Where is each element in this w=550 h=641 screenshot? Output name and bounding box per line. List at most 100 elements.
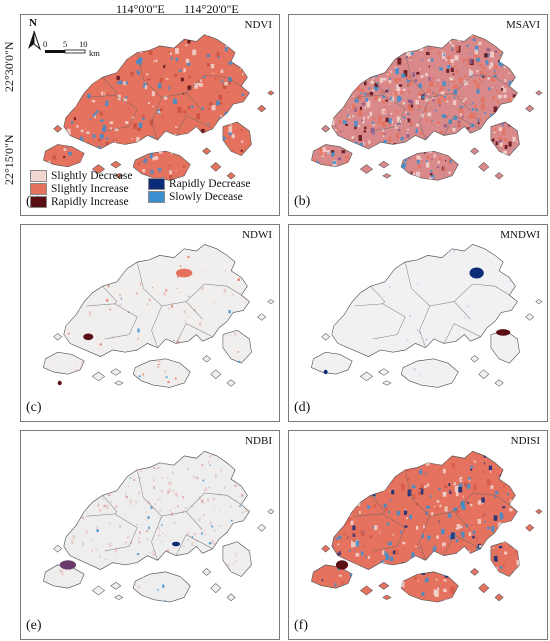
district-boundary <box>454 74 510 94</box>
island-polygon <box>378 160 390 169</box>
change-hotspot <box>496 329 511 336</box>
mndwi-map <box>311 244 543 388</box>
legend-item-slightly-decrease: Slightly Decrease <box>30 170 132 182</box>
island-polygon <box>210 583 222 594</box>
island-polygon <box>110 160 122 169</box>
map-panel-ndwi: NDWI (c) <box>20 224 280 422</box>
hong-kong-land-area <box>311 450 543 603</box>
district-boundary <box>151 305 162 348</box>
hong-kong-land-area <box>43 244 275 388</box>
island-polygon <box>382 380 392 386</box>
change-hotspot <box>323 369 328 375</box>
district-boundary <box>86 94 138 132</box>
island-polygon <box>202 355 212 363</box>
land-polygon <box>400 358 459 388</box>
island-polygon <box>267 299 275 305</box>
msavi-map <box>311 34 543 181</box>
land-polygon <box>331 244 518 357</box>
district-boundary <box>151 97 162 141</box>
legend-item-slowly-decease: Slowly Decease <box>148 191 243 203</box>
land-polygon <box>132 571 191 603</box>
land-polygon <box>132 150 191 181</box>
district-boundary <box>370 77 386 96</box>
district-boundary <box>370 286 386 304</box>
land-polygon <box>43 351 85 375</box>
island-polygon <box>494 379 504 387</box>
district-boundary <box>354 303 406 340</box>
district-boundary <box>186 492 242 512</box>
island-polygon <box>91 164 106 174</box>
island-polygon <box>226 172 236 180</box>
island-polygon <box>53 333 63 341</box>
island-polygon <box>226 379 236 387</box>
district-boundary <box>175 323 213 344</box>
island-polygon <box>91 371 106 382</box>
panel-label-b: (b) <box>294 194 311 209</box>
district-boundary <box>102 495 118 515</box>
hong-kong-land-area <box>311 34 543 181</box>
island-polygon <box>53 125 63 133</box>
island-polygon <box>321 333 331 341</box>
island-polygon <box>378 368 390 376</box>
land-polygon <box>311 351 353 375</box>
land-polygon <box>132 358 191 388</box>
island-polygon <box>114 380 124 386</box>
change-hotspot <box>83 333 94 341</box>
island-polygon <box>382 594 392 601</box>
island-polygon <box>321 125 331 133</box>
panel-label-d: (d) <box>294 400 311 415</box>
scale-tick-0: 0 <box>43 39 48 49</box>
island-polygon <box>359 585 374 596</box>
panel-title-ndvi: NDVI <box>244 19 273 31</box>
district-boundary <box>443 114 481 136</box>
land-polygon <box>311 564 353 589</box>
island-polygon <box>202 147 212 155</box>
legend-item-rapidly-decrease: Rapidly Decrease <box>148 178 250 190</box>
district-boundary <box>175 114 213 136</box>
district-boundary <box>102 286 118 304</box>
island-polygon <box>359 164 374 174</box>
latitude-label-22-15: 22°15'0"N <box>2 134 16 185</box>
land-polygon <box>222 541 252 577</box>
island-polygon <box>210 369 222 379</box>
legend-swatch <box>30 196 47 208</box>
island-polygon <box>494 172 504 180</box>
island-polygon <box>478 583 490 594</box>
legend-swatch <box>148 191 165 203</box>
island-polygon <box>257 313 267 321</box>
scale-tick-10: 10 <box>79 39 88 49</box>
island-polygon <box>210 162 222 172</box>
change-hotspot <box>59 560 77 570</box>
change-hotspot <box>57 380 62 386</box>
legend-label: Rapidly Decrease <box>169 178 251 190</box>
scale-unit: km <box>89 48 100 58</box>
district-boundary <box>370 495 386 515</box>
legend-label: Slowly Decease <box>169 191 243 203</box>
island-polygon <box>321 544 331 553</box>
legend-swatch <box>30 170 47 182</box>
north-arrow: N <box>25 17 43 53</box>
ndbi-map <box>43 450 275 603</box>
island-polygon <box>226 593 236 602</box>
panel-label-e: (e) <box>26 618 42 633</box>
hong-kong-land-area <box>311 244 543 388</box>
legend-swatch <box>148 178 165 190</box>
land-polygon <box>222 329 252 364</box>
district-boundary <box>86 303 138 340</box>
north-arrow-letter: N <box>29 17 37 29</box>
district-boundary <box>102 77 118 96</box>
map-panel-ndbi: NDBI (e) <box>20 430 280 640</box>
district-boundary <box>86 513 138 552</box>
change-legend: Slightly Decrease Slightly Increase Rapi… <box>20 170 256 212</box>
island-polygon <box>535 508 543 515</box>
island-polygon <box>359 371 374 382</box>
island-polygon <box>525 523 535 532</box>
map-panel-mndwi: MNDWI (d) <box>288 224 548 422</box>
island-polygon <box>110 368 122 376</box>
island-polygon <box>470 147 480 155</box>
scale-tick-5: 5 <box>63 39 68 49</box>
land-polygon <box>400 150 459 181</box>
panel-title-ndbi: NDBI <box>245 435 272 447</box>
island-polygon <box>91 585 106 596</box>
ndwi-map <box>43 244 275 388</box>
